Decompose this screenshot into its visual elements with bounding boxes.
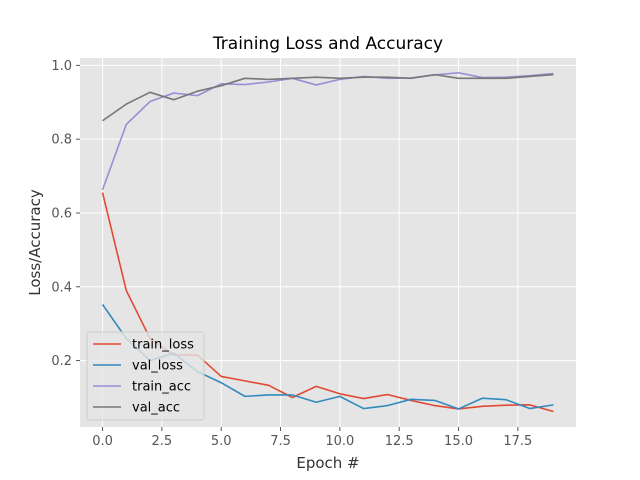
x-tick-label: 12.5 (385, 434, 414, 449)
y-tick-label: 1.0 (51, 59, 72, 74)
y-axis-label: Loss/Accuracy (26, 189, 44, 296)
y-tick-label: 0.8 (51, 133, 72, 148)
x-tick-label: 15.0 (444, 434, 473, 449)
legend-label: train_loss (132, 338, 194, 353)
legend-box (86, 331, 205, 421)
y-tick-label: 0.4 (51, 280, 72, 295)
legend-label: val_acc (132, 401, 180, 416)
x-tick-label: 5.0 (211, 434, 232, 449)
x-tick-label: 2.5 (152, 434, 173, 449)
x-tick-label: 17.5 (503, 434, 532, 449)
y-tick-label: 0.6 (51, 206, 72, 221)
series-line-train-acc (101, 71, 554, 191)
series-line-val-acc (102, 73, 554, 122)
x-axis-label: Epoch # (296, 454, 359, 472)
x-tick-label: 7.5 (270, 434, 291, 449)
y-tick-label: 0.2 (51, 354, 72, 369)
x-tick-label: 0.0 (92, 434, 113, 449)
grid-lines (80, 58, 576, 427)
chart-title: Training Loss and Accuracy (212, 34, 443, 54)
legend: train_loss val_loss train_acc val_acc (86, 331, 205, 421)
legend-label: val_loss (132, 359, 183, 374)
axis-ticks: 0.0 2.5 5.0 7.5 10.0 12.5 15.0 17.5 0.2 0.4 0.6 0.8… (51, 59, 532, 449)
x-tick-label: 10.0 (325, 434, 354, 449)
legend-label: train_acc (132, 380, 191, 395)
